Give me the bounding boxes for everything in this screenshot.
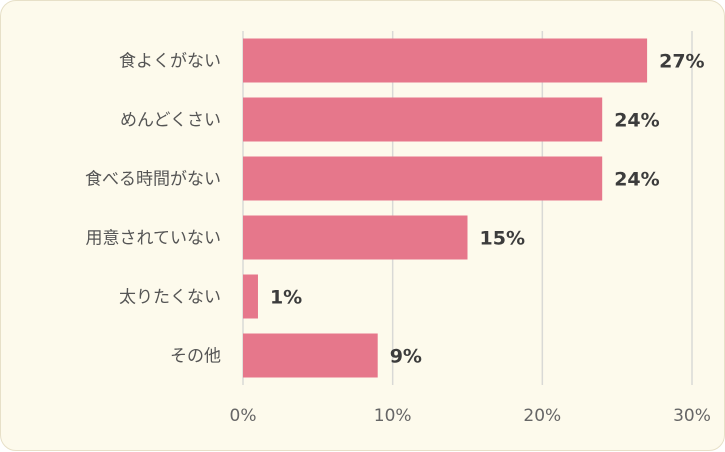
bar xyxy=(243,38,648,83)
bar xyxy=(243,333,378,378)
bar xyxy=(243,156,603,201)
category-label: めんどくさい xyxy=(120,111,221,131)
value-label: 9% xyxy=(390,346,422,368)
value-label: 1% xyxy=(270,287,302,309)
bar xyxy=(243,97,603,142)
x-tick-label: 30% xyxy=(673,406,711,426)
bar xyxy=(243,274,258,319)
value-label: 27% xyxy=(659,51,704,73)
category-label: その他 xyxy=(170,347,221,367)
bar xyxy=(243,215,468,260)
value-label: 15% xyxy=(480,228,525,250)
x-tick-label: 0% xyxy=(230,406,257,426)
category-label: 用意されていない xyxy=(86,229,222,249)
category-label: 太りたくない xyxy=(119,288,221,308)
value-label: 24% xyxy=(614,110,659,132)
x-tick-label: 20% xyxy=(523,406,561,426)
value-label: 24% xyxy=(614,169,659,191)
bars xyxy=(243,38,648,378)
gridlines xyxy=(242,31,693,385)
category-label: 食よくがない xyxy=(119,52,221,72)
x-tick-label: 10% xyxy=(374,406,412,426)
x-tick-labels: 0% 10% 20% 30% xyxy=(230,406,711,426)
value-labels: 27% 24% 24% 15% 1% 9% xyxy=(270,51,705,368)
category-label: 食べる時間がない xyxy=(85,170,221,190)
